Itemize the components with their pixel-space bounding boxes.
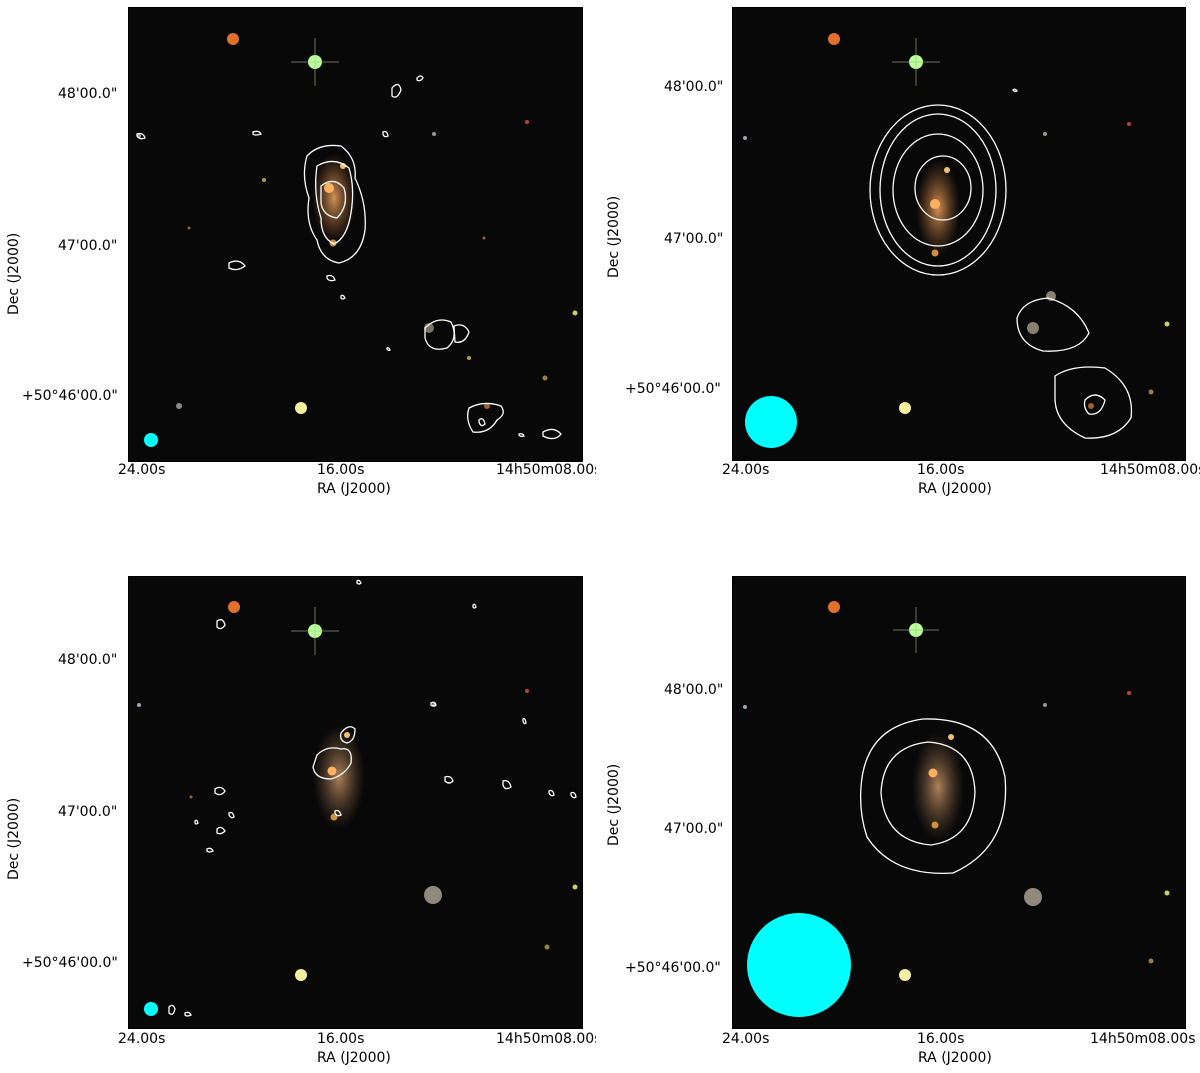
- y-axis-label: Dec (J2000): [6, 797, 22, 880]
- star: [1088, 403, 1094, 409]
- star: [1127, 122, 1131, 126]
- y-tick-label: 47'00.0": [664, 231, 724, 247]
- galaxy: [912, 732, 964, 842]
- x-tick-label: 16.00s: [917, 462, 965, 478]
- x-tick-label: 14h50m08.00s: [1100, 462, 1200, 478]
- x-tick-label: 24.00s: [722, 1031, 770, 1047]
- star: [482, 236, 486, 240]
- star: [899, 969, 911, 981]
- star: [432, 132, 436, 136]
- x-tick-label: 14h50m08.00s: [496, 1031, 596, 1047]
- star: [743, 705, 747, 709]
- galaxy: [424, 323, 434, 333]
- image-canvas: [136, 33, 578, 447]
- y-tick-label: 48'00.0": [58, 652, 118, 668]
- star: [137, 703, 141, 707]
- x-tick-label: 16.00s: [917, 1031, 965, 1047]
- galaxy-nucleus: [324, 183, 334, 193]
- y-tick-label: 47'00.0": [58, 804, 118, 820]
- y-tick-label: 48'00.0": [58, 86, 118, 102]
- x-tick-label: 16.00s: [317, 1031, 365, 1047]
- star: [572, 310, 578, 316]
- image-canvas: [743, 33, 1170, 448]
- sky-image: [128, 576, 583, 1029]
- x-tick-label: 14h50m08.00s: [1090, 1031, 1196, 1047]
- y-tick-label: 47'00.0": [58, 238, 118, 254]
- image-canvas: [743, 601, 1170, 1017]
- y-tick-label: +50°46'00.0": [625, 960, 721, 976]
- x-axis-label: RA (J2000): [317, 481, 391, 497]
- contours: [168, 579, 577, 1017]
- x-tick-label: 24.00s: [118, 462, 166, 478]
- star: [1043, 703, 1047, 707]
- star: [828, 601, 840, 613]
- y-tick-label: +50°46'00.0": [22, 388, 118, 404]
- star: [899, 402, 911, 414]
- y-tick-label: 48'00.0": [664, 79, 724, 95]
- star: [572, 884, 578, 890]
- y-axis-label: Dec (J2000): [606, 195, 622, 278]
- x-axis-label: RA (J2000): [918, 481, 992, 497]
- image-canvas: [137, 579, 578, 1017]
- star: [1148, 389, 1154, 395]
- y-tick-label: 47'00.0": [664, 821, 724, 837]
- star: [1148, 958, 1154, 964]
- galaxy: [312, 153, 356, 243]
- y-tick-label: 48'00.0": [664, 682, 724, 698]
- y-axis-label: Dec (J2000): [6, 232, 22, 315]
- star: [1164, 321, 1170, 327]
- beam-ellipse: [747, 913, 851, 1017]
- star: [176, 403, 182, 409]
- galaxy: [424, 886, 442, 904]
- galaxy-nucleus: [327, 766, 337, 776]
- x-tick-label: 16.00s: [317, 462, 365, 478]
- star: [1127, 691, 1131, 695]
- star: [187, 226, 191, 230]
- y-tick-label: +50°46'00.0": [22, 955, 118, 971]
- x-axis-label: RA (J2000): [918, 1050, 992, 1066]
- sky-image: [732, 576, 1186, 1029]
- star: [542, 375, 548, 381]
- y-tick-label: +50°46'00.0": [625, 381, 721, 397]
- contours: [869, 88, 1133, 439]
- star: [525, 120, 529, 124]
- galaxy: [1024, 888, 1042, 906]
- beam-ellipse: [144, 1002, 158, 1016]
- star: [1043, 132, 1047, 136]
- star: [189, 795, 193, 799]
- star: [295, 969, 307, 981]
- star: [295, 402, 307, 414]
- star: [467, 356, 471, 360]
- contours: [136, 75, 562, 440]
- contours: [859, 718, 1007, 875]
- x-axis-label: RA (J2000): [317, 1050, 391, 1066]
- galaxy: [313, 725, 365, 829]
- sky-image: [732, 7, 1186, 461]
- star: [262, 178, 266, 182]
- star: [544, 944, 550, 950]
- star: [828, 33, 840, 45]
- star: [1164, 890, 1170, 896]
- x-tick-label: 14h50m08.00s: [496, 462, 596, 478]
- star: [484, 403, 490, 409]
- galaxy-nucleus: [930, 199, 940, 209]
- star: [227, 33, 239, 45]
- galaxy: [1027, 322, 1039, 334]
- star: [228, 601, 240, 613]
- star: [743, 136, 747, 140]
- x-tick-label: 24.00s: [118, 1031, 166, 1047]
- beam-ellipse: [745, 396, 797, 448]
- beam-ellipse: [144, 433, 158, 447]
- y-axis-label: Dec (J2000): [606, 763, 622, 846]
- star: [525, 689, 529, 693]
- galaxy-nucleus: [928, 768, 938, 778]
- sky-image: [128, 7, 583, 462]
- x-tick-label: 24.00s: [722, 462, 770, 478]
